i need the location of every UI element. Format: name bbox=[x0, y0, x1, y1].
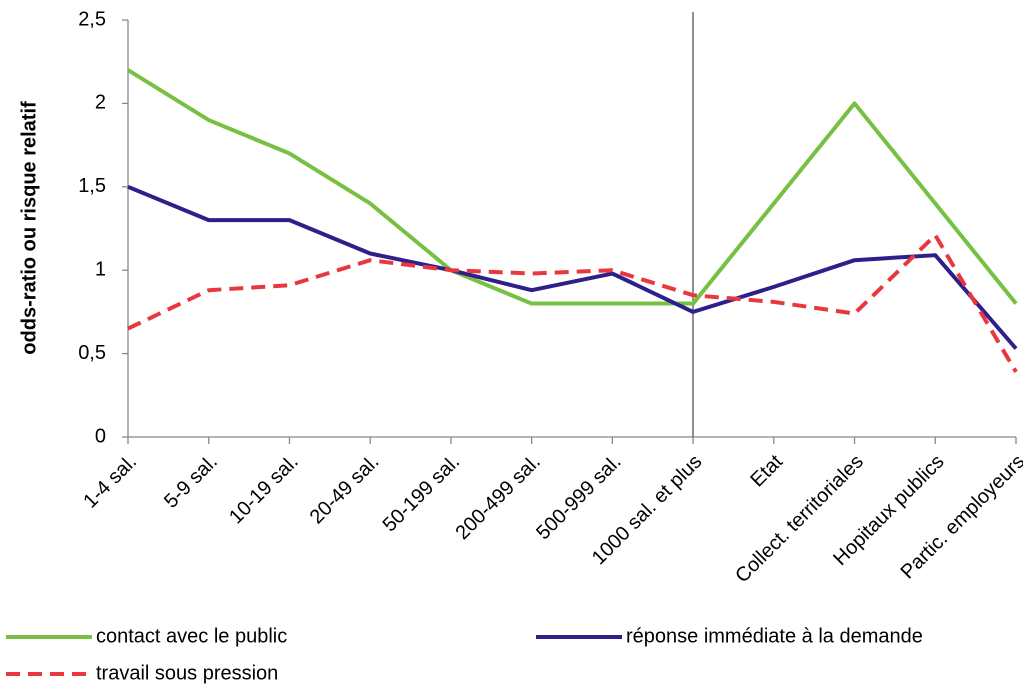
line-series bbox=[126, 68, 1018, 306]
legend-label: contact avec le public bbox=[96, 625, 287, 647]
y-tick-label: 1 bbox=[95, 258, 106, 280]
x-tick-label: 200-499 sal. bbox=[452, 451, 545, 544]
legend-label: travail sous pression bbox=[96, 662, 278, 684]
x-tick-label: 20-49 sal. bbox=[306, 451, 384, 529]
y-tick-label: 2,5 bbox=[78, 8, 106, 30]
y-axis-label: odds-ratio ou risque relatif bbox=[18, 101, 40, 355]
line-series bbox=[127, 233, 1018, 373]
y-tick-label: 1,5 bbox=[78, 175, 106, 197]
x-tick-label: 5-9 sal. bbox=[160, 451, 222, 513]
y-tick-label: 0,5 bbox=[78, 342, 106, 364]
x-tick-label: Etat bbox=[746, 450, 787, 491]
line-series bbox=[127, 184, 1018, 350]
y-tick-label: 2 bbox=[95, 92, 106, 114]
x-tick-label: 1-4 sal. bbox=[79, 451, 141, 513]
y-tick-label: 0 bbox=[95, 425, 106, 447]
x-tick-label: 50-199 sal. bbox=[379, 451, 465, 537]
legend-label: réponse immédiate à la demande bbox=[626, 625, 923, 647]
x-tick-label: 10-19 sal. bbox=[225, 451, 303, 529]
